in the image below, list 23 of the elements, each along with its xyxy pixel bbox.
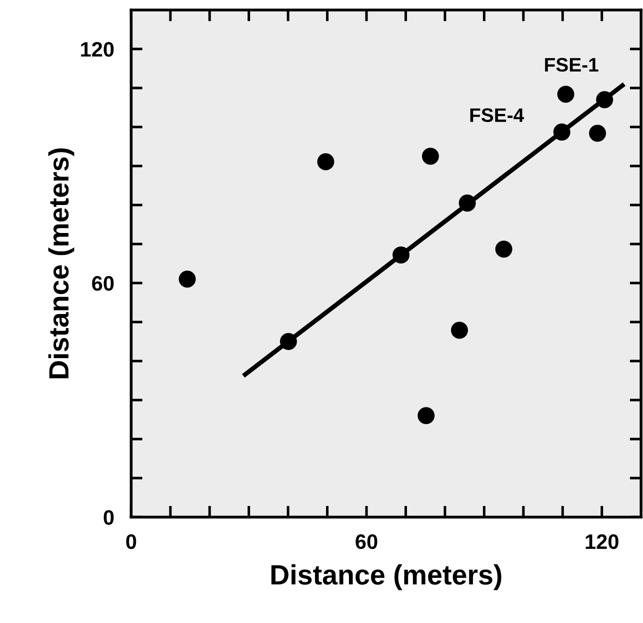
x-tick-label: 0 bbox=[126, 534, 136, 550]
point bbox=[422, 148, 439, 165]
y-tick-label: 60 bbox=[92, 276, 114, 291]
point bbox=[458, 194, 476, 212]
annotation: FSE-4 bbox=[470, 108, 524, 122]
point bbox=[280, 333, 297, 350]
point bbox=[589, 124, 606, 142]
point bbox=[178, 270, 196, 288]
x-tick-label: 60 bbox=[356, 534, 378, 550]
point bbox=[317, 153, 334, 170]
point bbox=[450, 322, 468, 339]
point bbox=[553, 124, 570, 141]
x-tick-label: 120 bbox=[586, 534, 618, 550]
annotation: FSE-1 bbox=[545, 58, 598, 72]
x-axis-title: Distance (meters) bbox=[271, 564, 502, 590]
y-tick-label: 0 bbox=[104, 510, 114, 525]
point bbox=[495, 240, 512, 258]
point bbox=[392, 246, 410, 264]
point bbox=[596, 91, 614, 108]
point bbox=[557, 86, 574, 103]
y-tick-label: 120 bbox=[81, 42, 114, 57]
point bbox=[418, 407, 435, 424]
y-axis-title: Distance (meters) bbox=[48, 148, 74, 378]
